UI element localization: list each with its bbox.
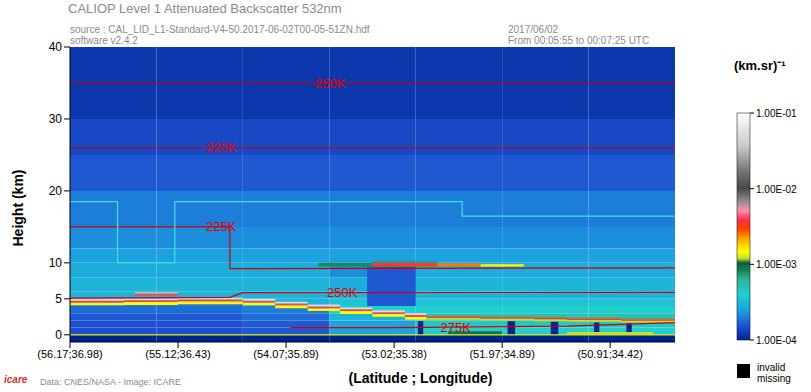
svg-text:1.00E-03: 1.00E-03 (756, 259, 797, 270)
svg-text:30: 30 (49, 112, 63, 126)
html-text:(Latitude ; Longitude): (Latitude ; Longitude) (348, 370, 493, 386)
html-text:Data: CNES/NASA - Image: ICARE: Data: CNES/NASA - Image: ICARE (40, 377, 181, 387)
svg-text:1.00E-01: 1.00E-01 (756, 108, 797, 119)
svg-text:1.00E-04: 1.00E-04 (756, 335, 797, 346)
html-text:icare: icare (4, 374, 28, 385)
svg-text:250K: 250K (315, 76, 346, 91)
svg-text:40: 40 (49, 40, 63, 54)
svg-text:20: 20 (49, 184, 63, 198)
svg-text:250K: 250K (327, 285, 358, 300)
html-text:Height (km): Height (km) (10, 169, 26, 247)
svg-text:225K: 225K (206, 140, 237, 155)
html-text:source : CAL_LID_L1-Standard-V: source : CAL_LID_L1-Standard-V4-50.2017-… (70, 24, 370, 35)
svg-text:(54.07;35.89): (54.07;35.89) (253, 348, 318, 360)
svg-text:0: 0 (55, 328, 62, 342)
svg-text:missing: missing (757, 373, 791, 384)
svg-text:275K: 275K (441, 320, 472, 335)
html-text:software v2.4.2: software v2.4.2 (70, 35, 138, 46)
svg-text:invalid: invalid (757, 362, 785, 373)
svg-text:225K: 225K (206, 219, 237, 234)
html-text:2017/06/02: 2017/06/02 (508, 24, 559, 35)
svg-text:(50.91;34.42): (50.91;34.42) (577, 348, 642, 360)
svg-text:(51.97;34.89): (51.97;34.89) (469, 348, 534, 360)
svg-text:(56.17;36.98): (56.17;36.98) (37, 348, 102, 360)
svg-text:5: 5 (55, 292, 62, 306)
svg-text:1.00E-02: 1.00E-02 (756, 184, 797, 195)
svg-text:(53.02;35.38): (53.02;35.38) (361, 348, 426, 360)
html-text:(km.sr)⁻¹: (km.sr)⁻¹ (734, 58, 786, 73)
html-text:From 00:05:55 to 00:07:25 UTC: From 00:05:55 to 00:07:25 UTC (508, 35, 650, 46)
html-text:CALIOP Level 1 Attenuated Back: CALIOP Level 1 Attenuated Backscatter 53… (68, 1, 342, 16)
svg-text:10: 10 (49, 256, 63, 270)
svg-text:(55.12;36.43): (55.12;36.43) (145, 348, 210, 360)
